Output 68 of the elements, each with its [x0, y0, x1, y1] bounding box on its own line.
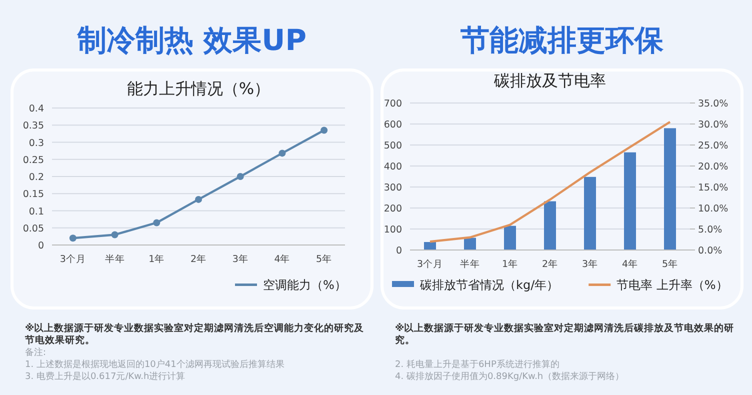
x-tick-label: 2年 [190, 253, 207, 265]
text: 2. 耗电量上升是基于6HP系统进行推算的 [395, 359, 560, 370]
x-tick-label: 半年 [460, 258, 480, 270]
x-tick-label: 3个月 [416, 258, 444, 270]
y-tick-label: 0 [396, 246, 402, 256]
bar [664, 128, 676, 250]
text: ※以上数据源于研发专业数据实验室对定期滤网清洗后空调能力变化的研究及节电效果研究。 [24, 322, 366, 346]
x-tick-label: 1年 [502, 258, 518, 270]
legend-label: 空调能力（%） [263, 278, 346, 292]
text: 备注: [25, 347, 46, 358]
y-tick-label: 0.15 [22, 189, 44, 200]
y-tick-label: 0.35 [22, 120, 44, 132]
x-tick-label: 3年 [582, 258, 598, 270]
point [195, 196, 202, 203]
y2-tick-label: 15.0% [698, 182, 728, 194]
point [111, 231, 118, 238]
x-tick-label: 5年 [662, 258, 678, 270]
y-tick-label: 0 [38, 240, 44, 252]
y-tick-label: 0.3 [28, 138, 44, 149]
x-tick-label: 3个月 [60, 253, 86, 265]
y2-tick-label: 0.0% [698, 246, 722, 256]
y-tick-label: 700 [384, 98, 402, 110]
y2-tick-label: 20.0% [698, 162, 728, 172]
y-tick-label: 0.2 [28, 172, 44, 183]
point [153, 219, 160, 226]
x-tick-label: 5年 [316, 253, 332, 265]
y-tick-label: 0.05 [22, 223, 44, 234]
x-tick-label: 半年 [104, 253, 125, 265]
chart-title: 节能减排更环保 [460, 23, 664, 57]
text: 3. 电费上升是以0.617元/Kw.h进行计算 [25, 371, 186, 382]
x-tick-label: 4年 [274, 253, 290, 265]
y-tick-label: 200 [384, 204, 402, 214]
y2-tick-label: 5.0% [698, 224, 722, 236]
point [278, 150, 286, 157]
bar [624, 152, 636, 250]
chart-subtitle: 能力上升情况（%） [126, 79, 270, 98]
y-tick-label: 0.1 [28, 206, 44, 218]
y2-tick-label: 10.0% [698, 204, 728, 214]
text: ※以上数据源于研发专业数据实验室对定期滤网清洗后碳排放及节电效果的研究。 [395, 322, 734, 346]
point [236, 173, 244, 180]
y-tick-label: 100 [384, 224, 402, 236]
bar [464, 238, 476, 250]
chart-subtitle: 碳排放及节电率 [493, 71, 606, 90]
text: 4. 碳排放因子使用值为0.89Kg/Kw.h（数据来源于网络） [395, 371, 624, 382]
line-series [428, 120, 672, 243]
legend-label: 节电率 上升率（%） [616, 278, 728, 292]
x-tick-label: 2年 [542, 258, 558, 270]
bar [544, 201, 556, 250]
y-tick-label: 500 [384, 140, 402, 152]
y2-tick-label: 25.0% [698, 140, 728, 152]
bar [504, 226, 516, 250]
y2-tick-label: 35.0% [698, 98, 728, 110]
y-tick-label: 0.25 [22, 154, 44, 166]
x-tick-label: 3年 [232, 253, 248, 265]
y-tick-label: 300 [384, 182, 402, 194]
bar [584, 176, 596, 250]
x-tick-label: 1年 [148, 253, 165, 265]
point [320, 126, 328, 134]
bar [424, 242, 436, 250]
point [69, 234, 76, 242]
chart-title: 制冷制热 效果UP [76, 23, 306, 57]
x-tick-label: 4年 [622, 258, 638, 270]
text: 1. 上述数据是根据现地返回的10户41个滤网再现试验后推算结果 [25, 359, 284, 370]
y2-tick-label: 30.0% [698, 120, 728, 130]
y-tick-label: 0.4 [28, 104, 44, 114]
legend-label: 碳排放节省情况（kg/年） [419, 278, 559, 292]
y-tick-label: 400 [384, 162, 402, 172]
y-tick-label: 600 [384, 120, 402, 130]
